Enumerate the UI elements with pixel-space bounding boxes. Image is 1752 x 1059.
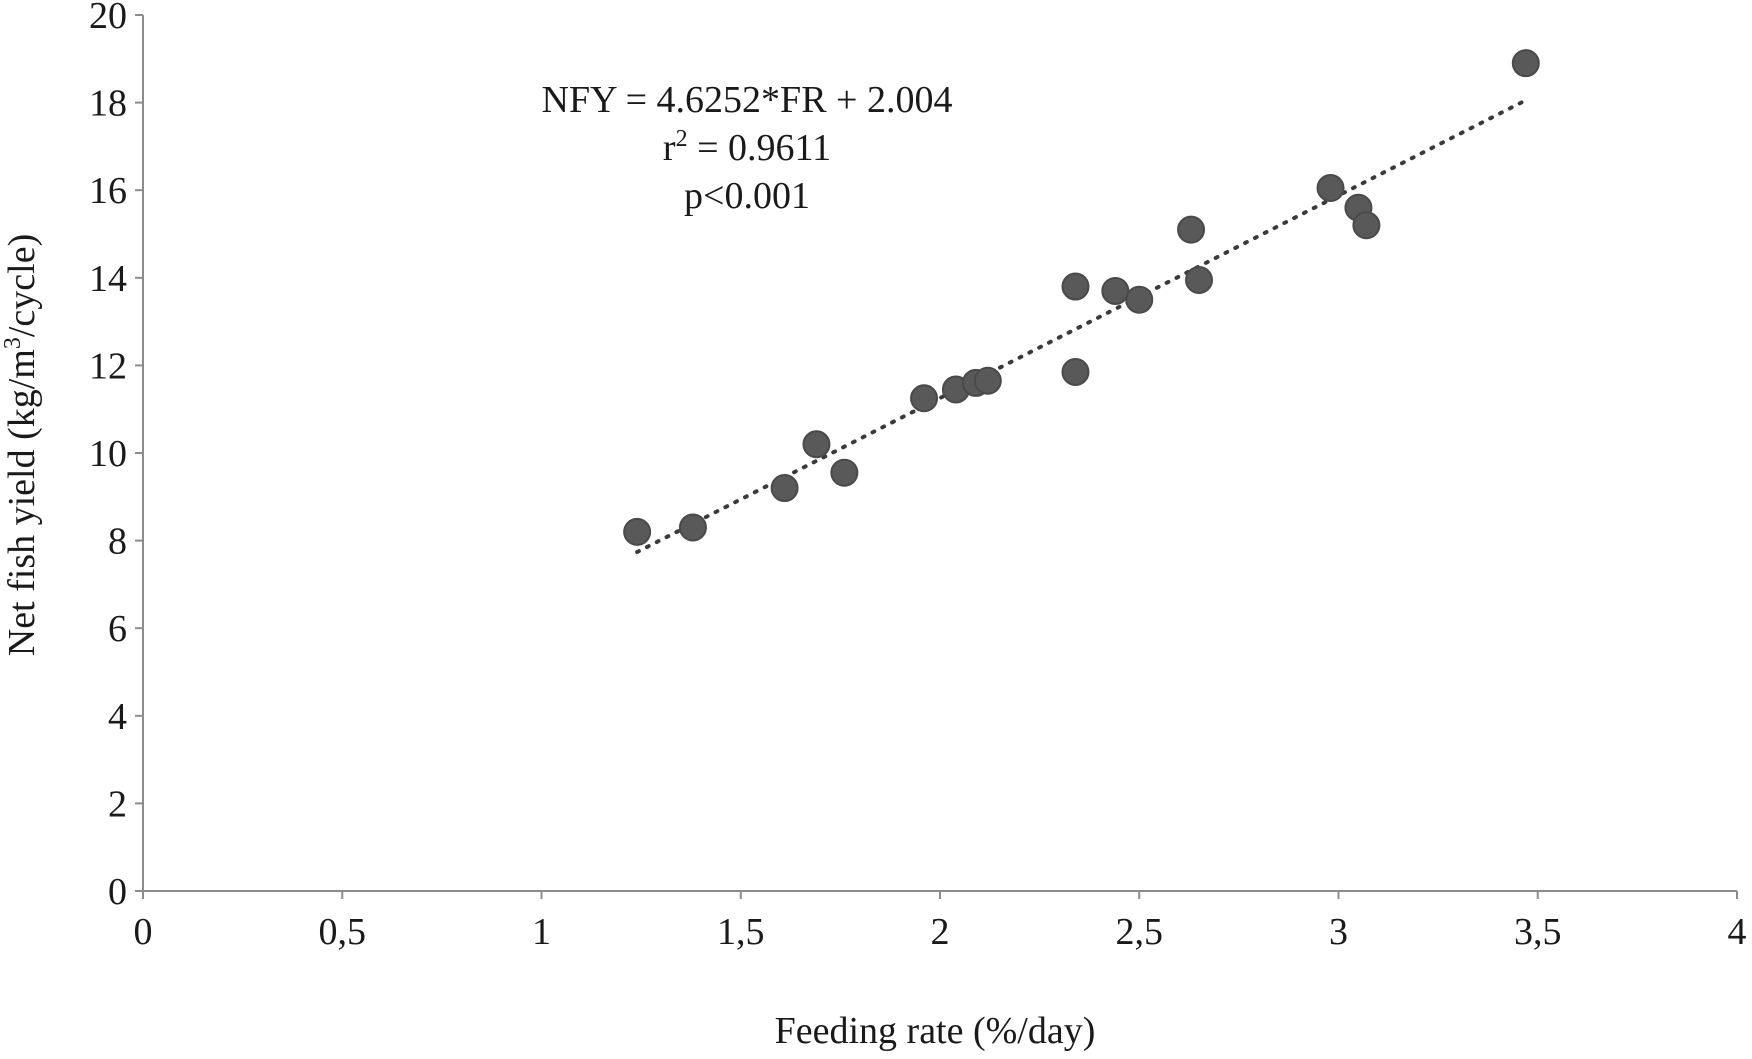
x-axis-title: Feeding rate (%/day) bbox=[775, 1010, 1096, 1052]
y-tick-label: 16 bbox=[89, 170, 127, 212]
data-point bbox=[973, 366, 1002, 395]
equation-text: NFY = 4.6252*FR + 2.004 bbox=[542, 79, 953, 121]
data-point bbox=[678, 513, 707, 542]
y-tick-label: 8 bbox=[108, 521, 127, 563]
y-axis-ticks: 0 2 4 6 8 10 12 14 16 18 20 bbox=[89, 0, 143, 913]
r-squared-symbol: r bbox=[663, 127, 676, 169]
data-point bbox=[1511, 49, 1540, 78]
y-tick-label: 4 bbox=[108, 696, 127, 738]
y-tick-label: 18 bbox=[89, 83, 127, 125]
y-axis-title-tail: /cycle) bbox=[1, 234, 43, 337]
y-axis-title-main: Net fish yield (kg/m bbox=[1, 349, 43, 656]
regression-annotation: NFY = 4.6252*FR + 2.004 r2 = 0.9611 p<0.… bbox=[542, 79, 953, 217]
data-point bbox=[830, 458, 859, 487]
x-tick-label: 0,5 bbox=[319, 911, 367, 953]
data-point bbox=[1185, 265, 1214, 294]
data-point bbox=[802, 430, 831, 459]
r-squared-text: r2 = 0.9611 bbox=[663, 126, 831, 169]
x-tick-label: 1,5 bbox=[717, 911, 765, 953]
plot-area: 0 2 4 6 8 10 12 14 16 18 20 0 0,5 1 1,5 2 2,5 3 3,5 4 bbox=[89, 0, 1747, 953]
p-value-text: p<0.001 bbox=[684, 175, 810, 217]
r-squared-value: = 0.9611 bbox=[688, 127, 832, 169]
data-point bbox=[1352, 211, 1381, 240]
data-point bbox=[1125, 285, 1154, 314]
y-tick-label: 10 bbox=[89, 433, 127, 475]
data-point bbox=[623, 517, 652, 546]
y-tick-label: 0 bbox=[108, 871, 127, 913]
x-tick-label: 4 bbox=[1728, 911, 1747, 953]
data-point bbox=[910, 384, 939, 413]
x-axis-ticks: 0 0,5 1 1,5 2 2,5 3 3,5 4 bbox=[134, 891, 1747, 953]
x-tick-label: 2 bbox=[931, 911, 950, 953]
y-tick-label: 12 bbox=[89, 345, 127, 387]
y-tick-label: 2 bbox=[108, 783, 127, 825]
data-point bbox=[1101, 276, 1130, 305]
data-point bbox=[1061, 272, 1090, 301]
data-point bbox=[1177, 215, 1206, 244]
data-point bbox=[770, 474, 799, 503]
y-axis-title-superscript: 3 bbox=[0, 337, 26, 349]
x-tick-label: 2,5 bbox=[1116, 911, 1164, 953]
y-tick-label: 6 bbox=[108, 608, 127, 650]
data-point bbox=[1316, 174, 1345, 203]
data-points bbox=[623, 49, 1540, 546]
x-tick-label: 0 bbox=[134, 911, 153, 953]
x-tick-label: 3,5 bbox=[1514, 911, 1562, 953]
r-squared-superscript: 2 bbox=[676, 126, 688, 152]
y-axis-title: Net fish yield (kg/m3/cycle) bbox=[0, 234, 43, 657]
y-tick-label: 14 bbox=[89, 258, 127, 300]
x-tick-label: 1 bbox=[532, 911, 551, 953]
data-point bbox=[1061, 357, 1090, 386]
x-tick-label: 3 bbox=[1329, 911, 1348, 953]
y-tick-label: 20 bbox=[89, 0, 127, 37]
